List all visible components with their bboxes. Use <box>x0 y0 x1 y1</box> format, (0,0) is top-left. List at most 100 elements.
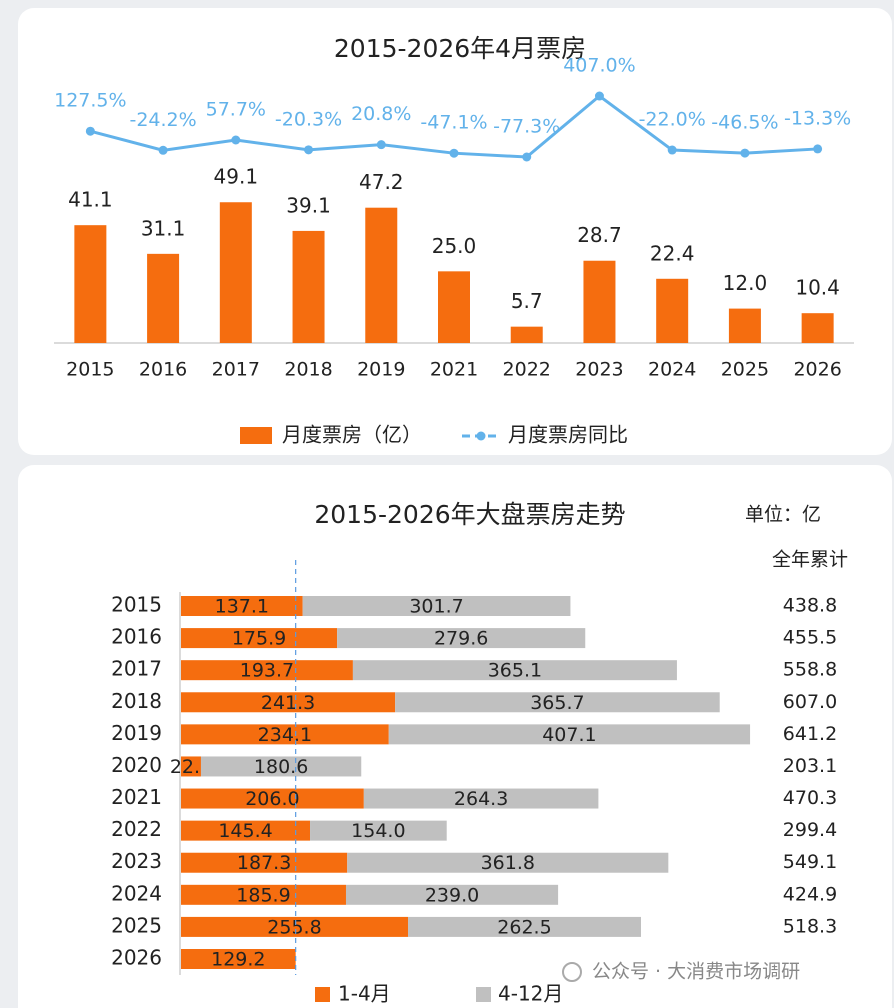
data-label: 129.2 <box>211 949 265 971</box>
line-point <box>231 135 241 145</box>
data-label: 41.1 <box>68 188 113 212</box>
y-tick-label: 2017 <box>111 657 162 681</box>
data-label: -77.3% <box>493 115 560 137</box>
y-tick-label: 2022 <box>111 817 162 841</box>
x-tick-label: 2025 <box>721 359 769 381</box>
data-label: -24.2% <box>129 109 196 131</box>
bar-segment <box>181 820 311 841</box>
data-label: 241.3 <box>261 692 315 714</box>
y-tick-label: 2025 <box>111 913 162 937</box>
y-tick-label: 2019 <box>111 721 162 745</box>
legend-label: 月度票房（亿） <box>282 423 422 447</box>
total-label: 424.9 <box>783 883 837 905</box>
data-label: 5.7 <box>511 289 543 313</box>
bar-segment <box>181 788 364 809</box>
line-point <box>667 145 677 155</box>
data-label: -20.3% <box>275 108 342 130</box>
chart-title: 2015-2026年4月票房 <box>334 34 586 63</box>
data-label: 407.0% <box>563 55 635 77</box>
y-tick-label: 2023 <box>111 849 162 873</box>
legend-label: 4-12月 <box>498 982 563 1006</box>
data-label: 20.8% <box>351 103 411 125</box>
x-tick-label: 2016 <box>139 359 187 381</box>
bar <box>365 207 398 343</box>
data-label: 185.9 <box>236 884 290 906</box>
data-label: 47.2 <box>359 170 404 194</box>
bar-segment <box>302 596 571 616</box>
total-label: 470.3 <box>783 787 837 809</box>
data-label: 25.0 <box>432 234 477 258</box>
x-tick-label: 2018 <box>284 359 332 381</box>
data-label: 255.8 <box>267 916 321 938</box>
data-label: 22.4 <box>650 241 695 265</box>
total-label: 299.4 <box>783 819 837 841</box>
x-tick-label: 2017 <box>212 359 260 381</box>
data-label: 31.1 <box>141 216 186 240</box>
total-label: 549.1 <box>783 851 837 873</box>
bar-segment <box>181 916 409 937</box>
total-label: 641.2 <box>783 723 837 745</box>
data-label: 361.8 <box>481 852 535 874</box>
data-label: 28.7 <box>577 223 622 247</box>
y-tick-label: 2021 <box>111 785 162 809</box>
data-label: 239.0 <box>425 884 479 906</box>
line-point <box>376 140 386 150</box>
data-label: 175.9 <box>232 628 286 650</box>
bar-segment <box>181 628 338 649</box>
line-point <box>449 148 459 158</box>
line-point <box>594 91 604 101</box>
total-header: 全年累计 <box>772 549 848 571</box>
y-tick-label: 2020 <box>111 753 162 777</box>
bar <box>147 253 180 343</box>
data-label: 301.7 <box>409 596 463 618</box>
total-label: 558.8 <box>783 659 837 681</box>
x-tick-label: 2026 <box>793 359 841 381</box>
data-label: -13.3% <box>784 107 851 129</box>
legend-label: 1-4月 <box>338 982 391 1006</box>
bar <box>219 202 252 343</box>
watermark-icon <box>562 962 582 982</box>
legend-swatch <box>315 987 330 1002</box>
data-label: 154.0 <box>351 820 405 842</box>
x-tick-label: 2023 <box>575 359 623 381</box>
bar-segment <box>408 916 641 937</box>
data-label: 365.7 <box>530 692 584 714</box>
data-label: 193.7 <box>240 660 294 682</box>
data-label: 12.0 <box>723 271 768 295</box>
data-label: 279.6 <box>434 628 488 650</box>
bar <box>801 313 834 343</box>
data-label: 39.1 <box>286 193 331 217</box>
y-tick-label: 2015 <box>111 593 162 617</box>
bar <box>292 230 325 343</box>
bar-segment <box>395 692 720 713</box>
x-tick-label: 2021 <box>430 359 478 381</box>
unit-label: 单位：亿 <box>745 504 821 526</box>
x-tick-label: 2024 <box>648 359 696 381</box>
data-label: 407.1 <box>542 724 596 746</box>
data-label: 57.7% <box>206 98 266 120</box>
x-tick-label: 2022 <box>503 359 551 381</box>
bar <box>510 326 543 343</box>
bar <box>656 278 689 343</box>
legend-swatch <box>476 987 491 1002</box>
bar-segment <box>363 788 599 809</box>
total-label: 607.0 <box>783 691 837 713</box>
bar-segment <box>181 884 346 905</box>
x-tick-label: 2019 <box>357 359 405 381</box>
bar-segment <box>181 724 389 745</box>
total-label: 438.8 <box>783 595 837 617</box>
data-label: -22.0% <box>639 109 706 131</box>
data-label: 234.1 <box>258 724 312 746</box>
data-label: 137.1 <box>215 596 269 618</box>
bar-segment <box>181 756 201 777</box>
y-tick-label: 2018 <box>111 689 162 713</box>
data-label: 145.4 <box>218 820 272 842</box>
bar-segment <box>181 692 396 713</box>
total-label: 203.1 <box>783 755 837 777</box>
line-point <box>158 145 168 155</box>
total-label: 455.5 <box>783 627 837 649</box>
bar-segment <box>347 852 669 873</box>
data-label: 365.1 <box>488 660 542 682</box>
data-label: 127.5% <box>54 90 126 112</box>
